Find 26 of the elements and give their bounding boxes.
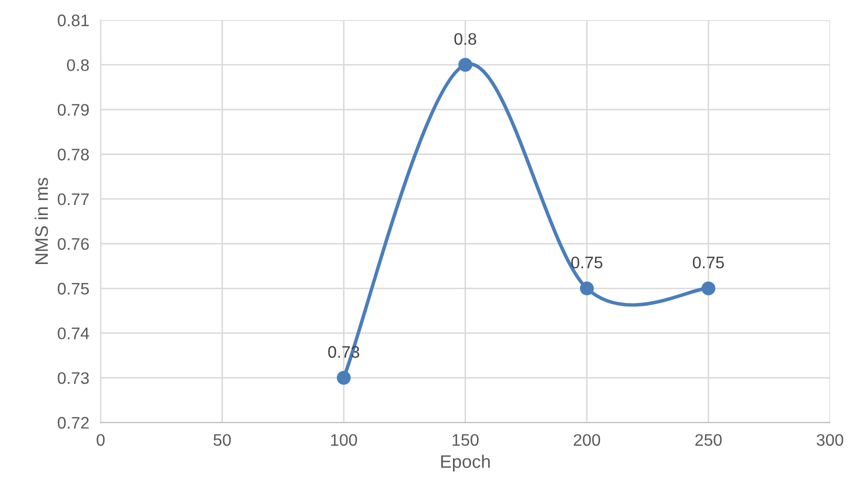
y-tick-label: 0.81 <box>58 14 89 26</box>
x-tick-label: 150 <box>452 434 479 446</box>
y-tick-label: 0.73 <box>58 372 89 384</box>
x-tick-label: 250 <box>695 434 722 446</box>
x-tick-label: 0 <box>96 434 105 446</box>
point <box>336 370 351 385</box>
y-tick-label: 0.78 <box>58 148 89 160</box>
x-tick-label: 50 <box>214 434 231 446</box>
data-label: 0.75 <box>571 256 602 268</box>
y-tick-label: 0.8 <box>67 59 89 72</box>
point <box>701 281 716 296</box>
y-tick-label: 0.76 <box>58 238 89 250</box>
y-axis-title: NMS in ms <box>34 178 48 264</box>
y-tick-label: 0.77 <box>58 193 89 206</box>
x-tick-label: 100 <box>331 434 358 446</box>
data-label: 0.75 <box>692 256 724 268</box>
x-tick-label: 200 <box>574 434 600 446</box>
x-tick-label: 300 <box>816 434 844 446</box>
point <box>580 281 594 296</box>
y-tick-label: 0.72 <box>58 416 89 429</box>
y-tick-label: 0.75 <box>58 282 89 295</box>
x-axis-title: Epoch <box>441 454 490 472</box>
data-label: 0.8 <box>454 33 476 45</box>
y-tick-label: 0.74 <box>58 328 90 340</box>
point <box>458 58 472 72</box>
y-tick-label: 0.79 <box>58 104 89 116</box>
